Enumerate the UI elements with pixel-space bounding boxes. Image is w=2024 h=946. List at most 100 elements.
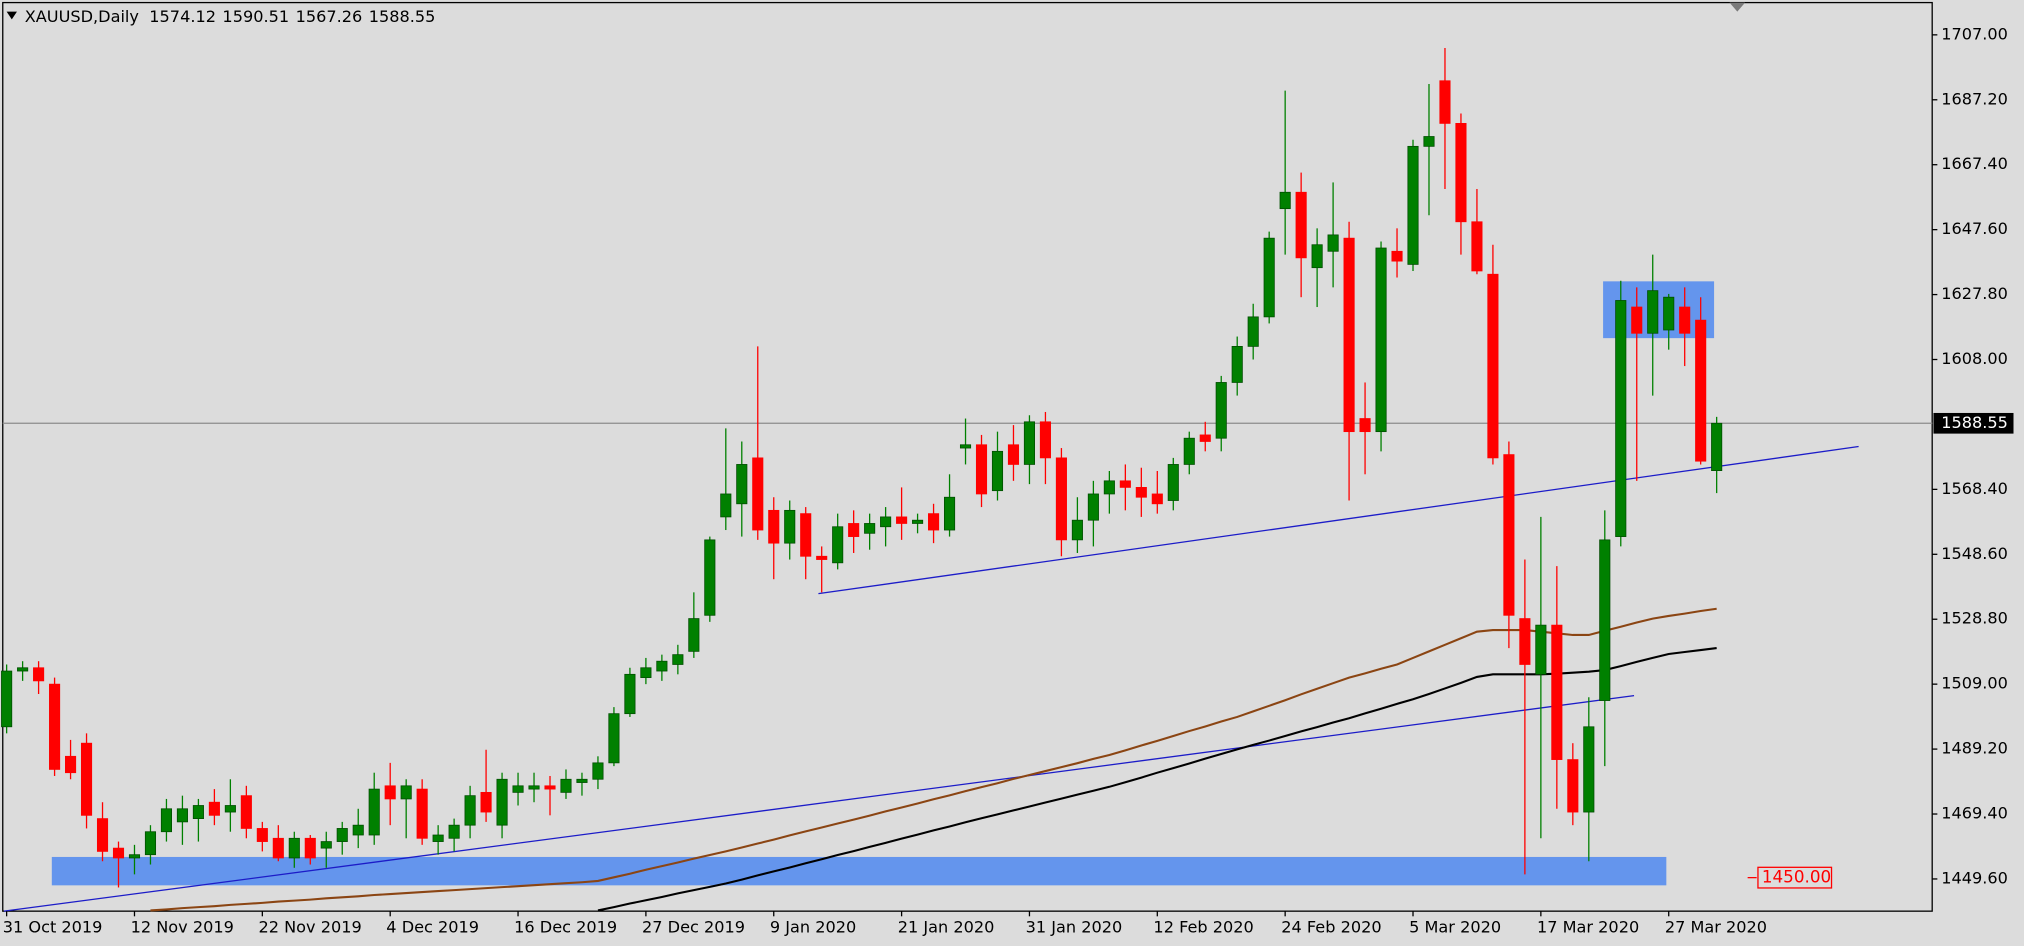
candle-body: [1631, 306, 1643, 334]
x-tick-label: 31 Jan 2020: [1026, 917, 1123, 936]
x-tick-label: 27 Dec 2019: [642, 917, 745, 936]
candle-body: [96, 818, 109, 852]
candle-body: [768, 509, 780, 544]
symbol: XAUUSD,Daily: [25, 6, 140, 25]
candle-body: [1599, 539, 1611, 701]
y-tick-label: 1528.80: [1941, 609, 2008, 628]
candle-body: [784, 509, 796, 544]
candle-body: [1439, 80, 1451, 124]
y-tick-label: 1489.20: [1941, 739, 2008, 758]
chart-shift-marker: [1729, 2, 1746, 12]
candle-body: [592, 762, 604, 780]
candle-body: [1135, 487, 1147, 498]
candle-body: [80, 742, 93, 816]
candle-body: [416, 788, 428, 839]
high: 1590.51: [222, 6, 289, 25]
candle-body: [752, 457, 764, 531]
y-tick-label: 1548.60: [1941, 544, 2008, 563]
candle-body: [1487, 273, 1499, 459]
candle-body: [1087, 493, 1099, 521]
candle-body: [1231, 345, 1243, 383]
candle-body: [1711, 422, 1723, 471]
candle-body: [1615, 300, 1627, 537]
candle-body: [1663, 296, 1675, 331]
candle-body: [208, 801, 220, 816]
chart-header: XAUUSD,Daily 1574.12 1590.51 1567.26 1588.55: [25, 6, 436, 25]
candle-body: [33, 667, 45, 682]
candle-body: [464, 795, 476, 826]
trend-line: [3, 694, 1635, 912]
candle-body: [1023, 421, 1036, 465]
candle-body: [192, 805, 204, 819]
price-label: 1588.55: [1941, 413, 2008, 432]
plot-frame: [2, 1, 1933, 912]
candle-body: [1455, 123, 1467, 223]
candle-body: [1567, 759, 1579, 813]
x-tick-label: 31 Oct 2019: [3, 917, 103, 936]
candle-body: [1343, 237, 1355, 433]
close: 1588.55: [369, 6, 436, 25]
candle-body: [1247, 316, 1259, 347]
open: 1574.12: [149, 6, 216, 25]
price-label-box: [1933, 412, 2014, 434]
candle-body: [832, 526, 844, 564]
moving-average: [150, 607, 1717, 912]
candle-body: [65, 755, 77, 774]
candle-body: [49, 683, 61, 770]
candle-body: [1519, 618, 1531, 665]
candle-body: [1423, 136, 1435, 147]
candle-body: [384, 785, 396, 800]
candle-body: [1071, 519, 1083, 541]
candle-body: [1359, 418, 1371, 433]
candle-body: [959, 444, 972, 449]
candle-body: [656, 660, 668, 672]
trend-line: [818, 445, 1859, 595]
candle-body: [1295, 191, 1307, 259]
candle-body: [864, 523, 876, 534]
x-tick-label: 9 Jan 2020: [770, 917, 856, 936]
candle-body: [704, 539, 716, 616]
y-tick-label: 1627.80: [1941, 284, 2008, 303]
y-tick-label: 1608.00: [1941, 349, 2008, 368]
candle-body: [352, 824, 364, 836]
candle-body: [576, 778, 588, 783]
candle-body: [176, 808, 188, 823]
candle-body: [304, 837, 316, 859]
menu-arrow: [6, 11, 17, 20]
candle-body: [272, 837, 284, 859]
candle-body: [256, 828, 268, 842]
alert-label: 1450.00: [1762, 867, 1831, 887]
candle-body: [1, 670, 13, 728]
candle-body: [1679, 306, 1691, 334]
candle-body: [1647, 290, 1659, 334]
candle-body: [848, 523, 860, 537]
candle-body: [512, 785, 524, 793]
candle-body: [160, 808, 172, 833]
candle-body: [608, 713, 620, 764]
low: 1567.26: [296, 6, 363, 25]
candle-body: [1039, 421, 1051, 459]
candle-body: [912, 519, 924, 524]
x-tick-label: 21 Jan 2020: [898, 917, 995, 936]
support-zone: [51, 856, 1667, 886]
candle-body: [688, 618, 700, 652]
candle-body: [896, 516, 908, 524]
y-tick-label: 1687.20: [1941, 89, 2008, 108]
y-tick-label: 1647.60: [1941, 219, 2008, 238]
candle-body: [1327, 234, 1339, 252]
alert-box: [1757, 866, 1833, 889]
candle-body: [1695, 319, 1707, 462]
candle-body: [288, 837, 300, 859]
x-tick-label: 5 Mar 2020: [1409, 917, 1501, 936]
candle-body: [112, 847, 125, 859]
candle-body: [1407, 145, 1419, 265]
candle-body: [1279, 191, 1291, 210]
candle-body: [1167, 464, 1179, 501]
x-tick-label: 16 Dec 2019: [514, 917, 617, 936]
candle-body: [1183, 437, 1195, 465]
candle-body: [1199, 434, 1211, 442]
x-tick-label: 12 Nov 2019: [131, 917, 234, 936]
candle-body: [1375, 247, 1387, 433]
moving-average: [597, 647, 1717, 912]
